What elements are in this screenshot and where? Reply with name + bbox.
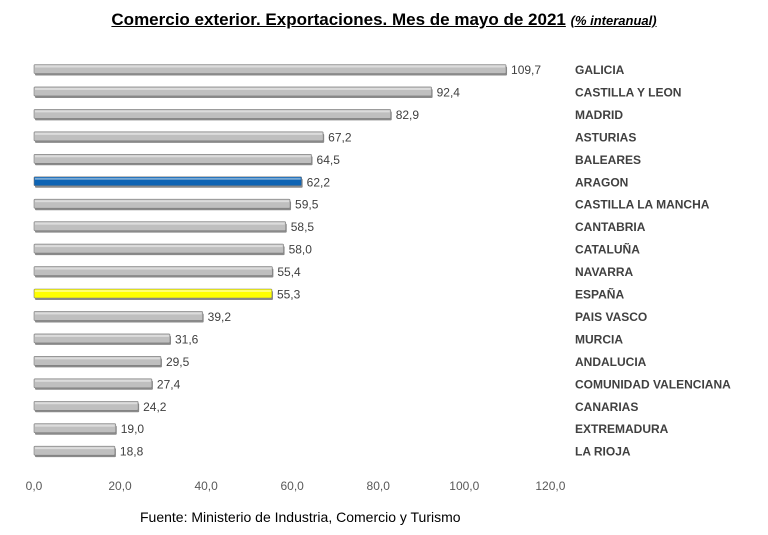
bar	[33, 333, 171, 344]
bar	[33, 86, 432, 97]
category-label: ARAGON	[575, 175, 628, 189]
category-label: CASTILLA Y LEON	[575, 85, 681, 99]
bar	[33, 198, 291, 209]
bar-highlight	[35, 402, 138, 405]
bar-highlight	[35, 447, 114, 450]
data-label: 62,2	[307, 175, 331, 189]
bar	[33, 64, 507, 74]
bar-highlight	[35, 177, 301, 180]
bar	[33, 154, 312, 164]
bar-highlight	[35, 65, 506, 68]
bar-highlight	[35, 222, 285, 225]
category-label: PAIS VASCO	[575, 310, 647, 324]
x-tick-label: 0,0	[26, 479, 43, 493]
x-tick-label: 40,0	[194, 479, 218, 493]
x-tick-label: 80,0	[367, 479, 391, 493]
bar	[33, 221, 287, 231]
chart-title-text: Comercio exterior. Exportaciones. Mes de…	[111, 10, 566, 29]
bar-highlight	[35, 357, 160, 360]
category-label: GALICIA	[575, 63, 625, 77]
chart-title: Comercio exterior. Exportaciones. Mes de…	[0, 10, 768, 30]
data-label: 39,2	[208, 310, 232, 324]
category-label: LA RIOJA	[575, 445, 631, 459]
category-label: MADRID	[575, 108, 623, 122]
data-label: 29,5	[166, 355, 190, 369]
bar	[33, 423, 117, 434]
category-label: COMUNIDAD VALENCIANA	[575, 377, 731, 391]
category-label: ESPAÑA	[575, 287, 624, 302]
data-label: 58,5	[291, 220, 315, 234]
bar	[33, 445, 116, 456]
x-tick-label: 100,0	[449, 479, 479, 493]
data-label: 109,7	[511, 63, 541, 77]
data-label: 58,0	[289, 243, 313, 257]
bar	[33, 378, 153, 389]
category-label: CANARIAS	[575, 400, 638, 414]
x-tick-label: 20,0	[108, 479, 132, 493]
data-label: 19,0	[121, 422, 145, 436]
bar	[33, 288, 273, 299]
data-label: 67,2	[328, 130, 352, 144]
bar-highlight	[35, 290, 271, 292]
data-label: 92,4	[437, 85, 461, 99]
category-label: CANTABRIA	[575, 220, 646, 234]
bar-highlight	[35, 132, 323, 135]
bar-highlight	[35, 87, 431, 90]
bar	[33, 176, 302, 187]
data-label: 18,8	[120, 445, 144, 459]
data-label: 55,4	[277, 265, 301, 279]
bar-highlight	[35, 110, 390, 113]
bar-highlight	[35, 245, 283, 248]
bar-highlight	[35, 200, 290, 203]
chart-subtitle: (% interanual)	[570, 13, 657, 28]
x-tick-label: 60,0	[281, 479, 305, 493]
bar-highlight	[35, 267, 272, 270]
bar	[33, 131, 324, 142]
data-label: 55,3	[277, 288, 301, 302]
data-label: 59,5	[295, 198, 319, 212]
bar	[33, 266, 273, 276]
bar-highlight	[35, 424, 115, 427]
data-label: 24,2	[143, 400, 167, 414]
bar	[33, 243, 284, 254]
bar	[33, 311, 203, 321]
bar-highlight	[35, 379, 151, 382]
x-tick-label: 120,0	[535, 479, 565, 493]
bar	[33, 400, 139, 411]
category-label: BALEARES	[575, 153, 641, 167]
source-note: Fuente: Ministerio de Industria, Comerci…	[140, 509, 461, 525]
category-label: ANDALUCIA	[575, 355, 647, 369]
bar	[33, 109, 392, 119]
bar-highlight	[35, 155, 311, 158]
data-label: 27,4	[157, 377, 181, 391]
data-label: 64,5	[317, 153, 341, 167]
category-label: EXTREMADURA	[575, 422, 669, 436]
bar-highlight	[35, 334, 169, 337]
data-label: 31,6	[175, 332, 199, 346]
bar-highlight	[35, 312, 202, 315]
bar	[33, 356, 162, 366]
category-label: MURCIA	[575, 332, 623, 346]
data-label: 82,9	[396, 108, 420, 122]
category-label: NAVARRA	[575, 265, 634, 279]
category-label: ASTURIAS	[575, 130, 636, 144]
category-label: CATALUÑA	[575, 242, 640, 257]
category-label: CASTILLA LA MANCHA	[575, 198, 710, 212]
bar-chart: 109,7 GALICIA 92,4 CASTILLA Y LEON 82,9 MADRI…	[26, 63, 731, 493]
